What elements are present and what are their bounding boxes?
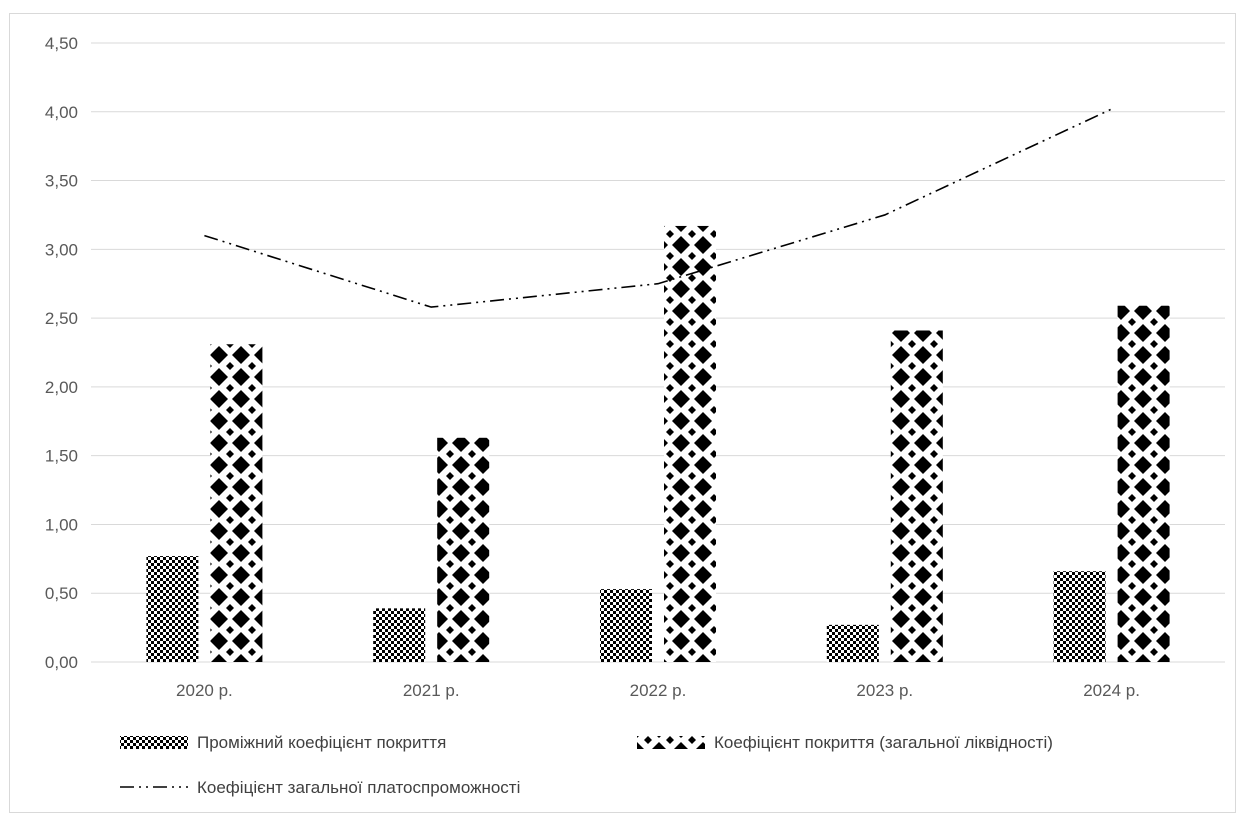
chart-svg: 0,00 0,50 1,00 1,50 2,00 2,50 3,00 3,50 4,00 4,50… bbox=[45, 34, 1225, 797]
bar-current-4 bbox=[1117, 305, 1170, 662]
legend: Проміжний коефіцієнт покриття Коефіцієнт … bbox=[120, 733, 1053, 797]
bar-intermediate-0 bbox=[146, 556, 199, 662]
bar-current-1 bbox=[437, 437, 490, 662]
legend-swatch-diamond bbox=[637, 736, 705, 749]
legend-label: Проміжний коефіцієнт покриття bbox=[197, 733, 446, 752]
bar-current-2 bbox=[664, 225, 716, 662]
bar-intermediate-2 bbox=[600, 589, 652, 662]
y-tick-label: 1,50 bbox=[45, 447, 78, 466]
x-tick-label: 2022 р. bbox=[630, 681, 687, 700]
bar-current-3 bbox=[890, 330, 943, 662]
x-tick-label: 2021 р. bbox=[403, 681, 460, 700]
bar-current-0 bbox=[210, 344, 263, 662]
x-tick-label: 2024 р. bbox=[1083, 681, 1140, 700]
y-axis-tick-labels: 0,00 0,50 1,00 1,50 2,00 2,50 3,00 3,50 4,00 4,50 bbox=[45, 34, 78, 672]
y-tick-label: 4,50 bbox=[45, 34, 78, 53]
y-tick-label: 4,00 bbox=[45, 103, 78, 122]
y-tick-label: 2,50 bbox=[45, 309, 78, 328]
legend-label: Коефіцієнт загальної платоспроможності bbox=[197, 778, 520, 797]
legend-label: Коефіцієнт покриття (загальної ліквіднос… bbox=[714, 733, 1053, 752]
legend-swatch-checker bbox=[120, 736, 188, 749]
y-tick-label: 3,50 bbox=[45, 172, 78, 191]
x-tick-label: 2023 р. bbox=[856, 681, 913, 700]
y-tick-label: 3,00 bbox=[45, 240, 78, 259]
bars bbox=[146, 225, 1170, 662]
bar-intermediate-3 bbox=[826, 624, 879, 662]
x-axis-tick-labels: 2020 р. 2021 р. 2022 р. 2023 р. 2024 р. bbox=[176, 681, 1140, 700]
y-tick-label: 2,00 bbox=[45, 378, 78, 397]
y-tick-label: 1,00 bbox=[45, 515, 78, 534]
y-tick-label: 0,50 bbox=[45, 584, 78, 603]
bar-intermediate-1 bbox=[373, 608, 426, 662]
bar-intermediate-4 bbox=[1053, 571, 1106, 662]
x-tick-label: 2020 р. bbox=[176, 681, 233, 700]
y-tick-label: 0,00 bbox=[45, 653, 78, 672]
chart-frame: 0,00 0,50 1,00 1,50 2,00 2,50 3,00 3,50 4,00 4,50… bbox=[9, 13, 1236, 813]
line-series bbox=[204, 108, 1112, 308]
gridlines bbox=[91, 42, 1225, 663]
line-solvency bbox=[204, 108, 1112, 308]
